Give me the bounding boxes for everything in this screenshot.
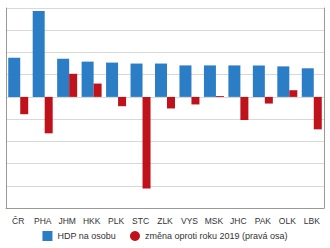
svg-text:STC: STC	[132, 216, 149, 226]
svg-text:PHA: PHA	[34, 216, 52, 226]
svg-text:OLK: OLK	[279, 216, 296, 226]
svg-text:MSK: MSK	[205, 216, 224, 226]
svg-text:HDP na osobu: HDP na osobu	[57, 231, 115, 241]
svg-text:PAK: PAK	[255, 216, 272, 226]
svg-text:změna oproti roku 2019 (pravá: změna oproti roku 2019 (pravá osa)	[145, 231, 288, 241]
svg-text:ČR: ČR	[12, 216, 24, 226]
svg-text:JHC: JHC	[230, 216, 247, 226]
svg-text:JHM: JHM	[58, 216, 75, 226]
svg-text:ZLK: ZLK	[157, 216, 173, 226]
svg-text:VYS: VYS	[181, 216, 198, 226]
svg-text:HKK: HKK	[83, 216, 101, 226]
svg-text:LBK: LBK	[304, 216, 320, 226]
svg-text:PLK: PLK	[108, 216, 124, 226]
